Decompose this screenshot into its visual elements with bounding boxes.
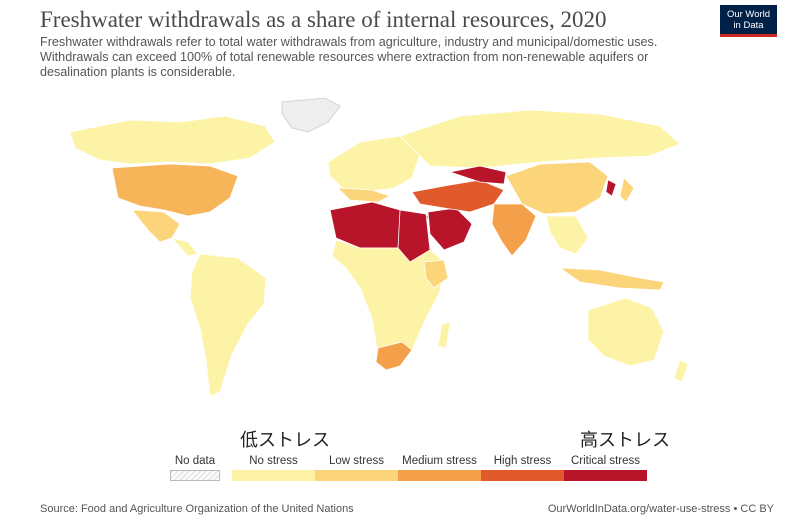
middle-east[interactable] <box>411 179 505 213</box>
europe-south[interactable] <box>336 187 392 203</box>
central-asia[interactable] <box>448 165 507 185</box>
greenland-region[interactable] <box>281 97 341 133</box>
low-stress-annotation: 低ストレス <box>240 430 330 450</box>
legend-label-1: Low stress <box>329 455 384 467</box>
legend-label-3: High stress <box>493 455 552 467</box>
logo-line-2: in Data <box>733 20 764 31</box>
mexico[interactable] <box>131 209 181 243</box>
legend-label-2: Medium stress <box>402 455 477 467</box>
south-asia[interactable] <box>491 203 537 257</box>
south-america[interactable] <box>189 253 267 397</box>
korea[interactable] <box>605 179 617 197</box>
arabian-peninsula[interactable] <box>427 207 473 251</box>
indonesia[interactable] <box>558 267 665 291</box>
owid-logo[interactable]: Our World in Data <box>720 5 777 37</box>
south-africa[interactable] <box>375 341 413 371</box>
madagascar[interactable] <box>437 321 451 349</box>
legend-label-4: Critical stress <box>570 455 640 467</box>
world-map[interactable] <box>60 92 750 432</box>
legend-no-data-swatch[interactable] <box>170 470 220 481</box>
horn-of-africa[interactable] <box>423 259 449 289</box>
egypt-sudan[interactable] <box>397 209 431 263</box>
logo-line-1: Our World <box>726 9 771 20</box>
chart-subtitle: Freshwater withdrawals refer to total wa… <box>40 35 658 79</box>
source-url[interactable]: OurWorldInData.org/water-use-stress • CC… <box>547 503 774 515</box>
north-america-north[interactable] <box>69 115 276 165</box>
southeast-asia[interactable] <box>545 215 589 255</box>
australia[interactable] <box>587 297 665 367</box>
china[interactable] <box>505 161 609 215</box>
russia[interactable] <box>399 109 681 169</box>
legend-label-0: No stress <box>249 455 298 467</box>
japan[interactable] <box>619 177 635 203</box>
legend-no-data-label: No data <box>174 455 216 467</box>
united-states[interactable] <box>111 163 239 217</box>
central-america[interactable] <box>170 237 199 257</box>
source-note: Source: Food and Agriculture Organizatio… <box>40 503 354 515</box>
europe[interactable] <box>327 135 421 193</box>
chart-title: Freshwater withdrawals as a share of int… <box>40 7 607 32</box>
legend-swatch-0[interactable] <box>232 470 315 481</box>
legend-swatch-1[interactable] <box>315 470 398 481</box>
new-zealand[interactable] <box>673 359 689 383</box>
legend-swatch-2[interactable] <box>398 470 481 481</box>
high-stress-annotation: 高ストレス <box>580 430 670 450</box>
legend-swatch-3[interactable] <box>481 470 564 481</box>
legend-swatch-4[interactable] <box>564 470 647 481</box>
